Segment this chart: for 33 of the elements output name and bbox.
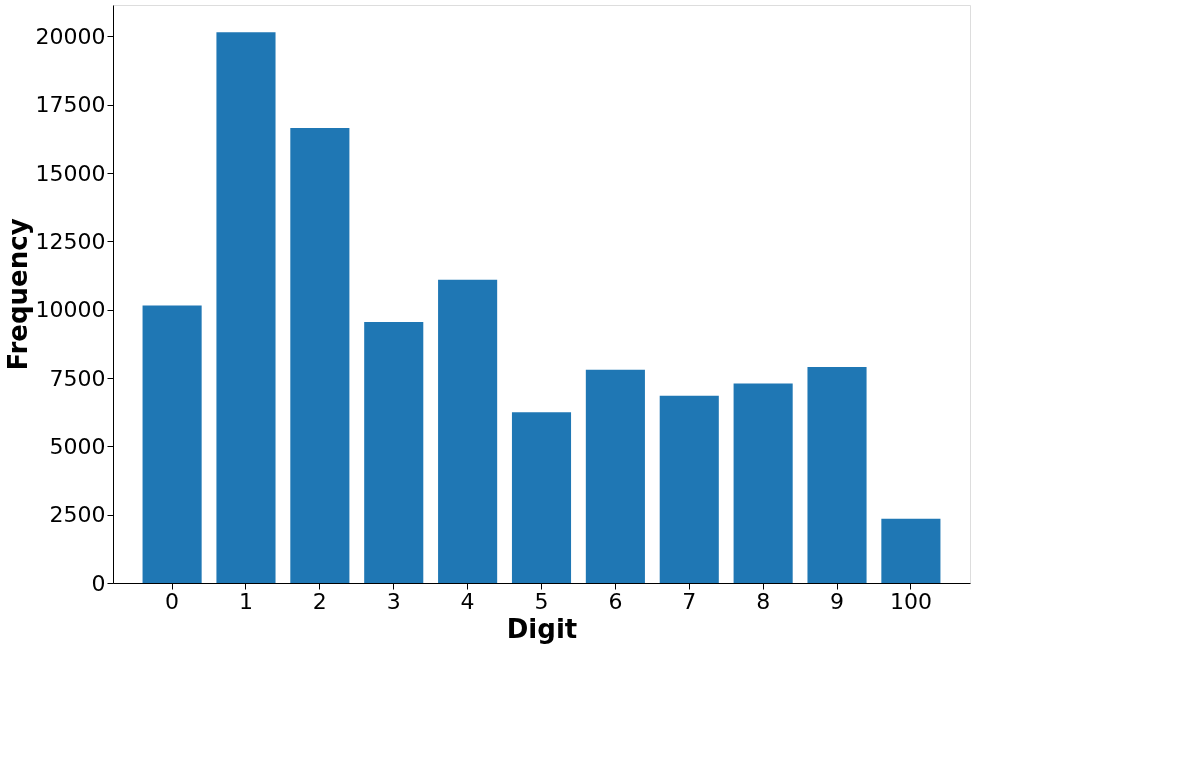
y-tick-label: 5000 (49, 433, 106, 459)
bar (585, 369, 645, 583)
x-tick-label: 5 (534, 588, 549, 614)
x-tick-label: 2 (312, 588, 327, 614)
x-tick-label: 6 (608, 588, 623, 614)
y-tick-label: 17500 (35, 92, 106, 118)
y-tick-label: 20000 (35, 23, 106, 49)
y-tick-label: 12500 (35, 228, 106, 254)
y-tick-label: 15000 (35, 160, 106, 186)
bar (364, 322, 424, 583)
bar (511, 412, 572, 583)
x-tick-label: 0 (165, 588, 180, 614)
bar (142, 305, 202, 583)
x-tick-label: 9 (830, 588, 845, 614)
bar (290, 127, 350, 583)
x-tick-label: 7 (682, 588, 697, 614)
x-tick-label: 8 (756, 588, 771, 614)
bar (733, 383, 793, 583)
x-tick-label: 3 (386, 588, 401, 614)
x-tick-label: 1 (238, 588, 253, 614)
y-tick-label: 10000 (35, 297, 106, 323)
y-axis-title: Frequency (2, 218, 33, 371)
y-tick-label: 7500 (49, 365, 106, 391)
bar (881, 518, 941, 583)
bar (807, 367, 867, 583)
x-tick-label: 100 (889, 588, 932, 614)
x-axis-title: Digit (506, 613, 578, 644)
y-tick-label: 2500 (49, 502, 106, 528)
y-tick-label: 0 (91, 570, 106, 596)
x-tick-label: 4 (460, 588, 475, 614)
bar (216, 32, 276, 583)
bar (659, 395, 719, 583)
bar (438, 279, 498, 583)
